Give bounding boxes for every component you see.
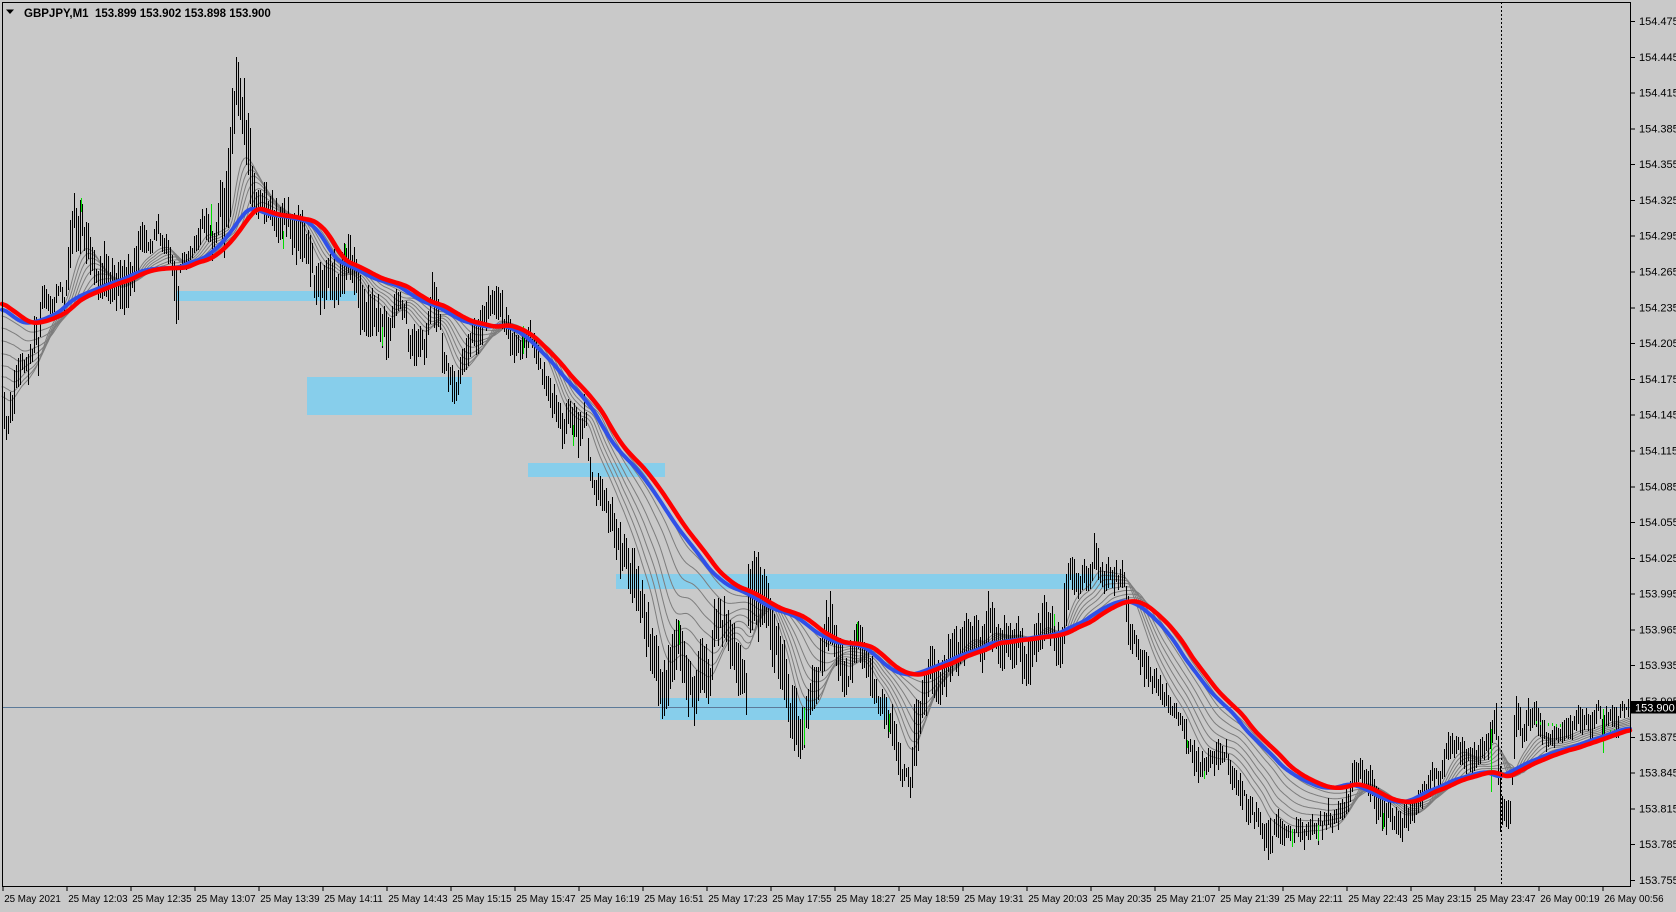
svg-text:25 May 16:19: 25 May 16:19 bbox=[580, 894, 639, 905]
svg-text:26 May 00:56: 26 May 00:56 bbox=[1604, 894, 1664, 905]
svg-text:25 May 17:55: 25 May 17:55 bbox=[772, 894, 832, 905]
svg-text:154.415: 154.415 bbox=[1639, 88, 1676, 100]
svg-text:154.355: 154.355 bbox=[1639, 159, 1676, 171]
svg-text:154.385: 154.385 bbox=[1639, 123, 1676, 135]
svg-text:154.445: 154.445 bbox=[1639, 52, 1676, 64]
svg-text:154.055: 154.055 bbox=[1639, 517, 1676, 529]
svg-text:25 May 22:11: 25 May 22:11 bbox=[1284, 894, 1343, 905]
svg-text:25 May 19:31: 25 May 19:31 bbox=[964, 894, 1023, 905]
svg-text:154.085: 154.085 bbox=[1639, 481, 1676, 493]
svg-text:25 May 13:07: 25 May 13:07 bbox=[196, 894, 255, 905]
svg-text:25 May 13:39: 25 May 13:39 bbox=[260, 894, 319, 905]
svg-text:153.845: 153.845 bbox=[1639, 768, 1676, 780]
svg-text:154.205: 154.205 bbox=[1639, 338, 1676, 350]
svg-text:25 May 15:15: 25 May 15:15 bbox=[452, 894, 512, 905]
svg-text:25 May 12:35: 25 May 12:35 bbox=[132, 894, 192, 905]
svg-text:154.025: 154.025 bbox=[1639, 553, 1676, 565]
svg-text:154.145: 154.145 bbox=[1639, 410, 1676, 422]
svg-text:153.935: 153.935 bbox=[1639, 660, 1676, 672]
svg-text:154.475: 154.475 bbox=[1639, 16, 1676, 28]
svg-text:154.325: 154.325 bbox=[1639, 195, 1676, 207]
svg-text:154.295: 154.295 bbox=[1639, 231, 1676, 243]
svg-text:154.265: 154.265 bbox=[1639, 267, 1676, 279]
svg-text:154.175: 154.175 bbox=[1639, 374, 1676, 386]
svg-text:25 May 20:03: 25 May 20:03 bbox=[1028, 894, 1088, 905]
svg-text:25 May 12:03: 25 May 12:03 bbox=[68, 894, 128, 905]
svg-text:153.995: 153.995 bbox=[1639, 589, 1676, 601]
svg-text:154.235: 154.235 bbox=[1639, 302, 1676, 314]
svg-text:25 May 22:43: 25 May 22:43 bbox=[1348, 894, 1408, 905]
svg-text:153.785: 153.785 bbox=[1639, 839, 1676, 851]
svg-text:25 May 15:47: 25 May 15:47 bbox=[516, 894, 575, 905]
svg-text:25 May 14:43: 25 May 14:43 bbox=[388, 894, 448, 905]
svg-text:25 May 21:07: 25 May 21:07 bbox=[1156, 894, 1215, 905]
svg-text:25 May 23:47: 25 May 23:47 bbox=[1476, 894, 1535, 905]
svg-text:153.875: 153.875 bbox=[1639, 732, 1676, 744]
svg-text:153.900: 153.900 bbox=[1635, 703, 1675, 715]
svg-text:25 May 14:11: 25 May 14:11 bbox=[324, 894, 383, 905]
svg-text:153.965: 153.965 bbox=[1639, 624, 1676, 636]
svg-text:154.115: 154.115 bbox=[1639, 446, 1676, 458]
svg-text:25 May 23:15: 25 May 23:15 bbox=[1412, 894, 1472, 905]
svg-text:153.755: 153.755 bbox=[1639, 875, 1676, 887]
svg-text:25 May 18:59: 25 May 18:59 bbox=[900, 894, 959, 905]
svg-text:25 May 2021: 25 May 2021 bbox=[4, 894, 61, 905]
svg-text:25 May 17:23: 25 May 17:23 bbox=[708, 894, 768, 905]
svg-text:25 May 20:35: 25 May 20:35 bbox=[1092, 894, 1152, 905]
svg-text:25 May 18:27: 25 May 18:27 bbox=[836, 894, 895, 905]
svg-text:GBPJPY,M1 153.899 153.902 153: GBPJPY,M1 153.899 153.902 153.898 153.90… bbox=[24, 8, 271, 20]
svg-text:153.815: 153.815 bbox=[1639, 803, 1676, 815]
svg-text:26 May 00:19: 26 May 00:19 bbox=[1540, 894, 1599, 905]
svg-text:25 May 16:51: 25 May 16:51 bbox=[644, 894, 703, 905]
svg-text:25 May 21:39: 25 May 21:39 bbox=[1220, 894, 1279, 905]
